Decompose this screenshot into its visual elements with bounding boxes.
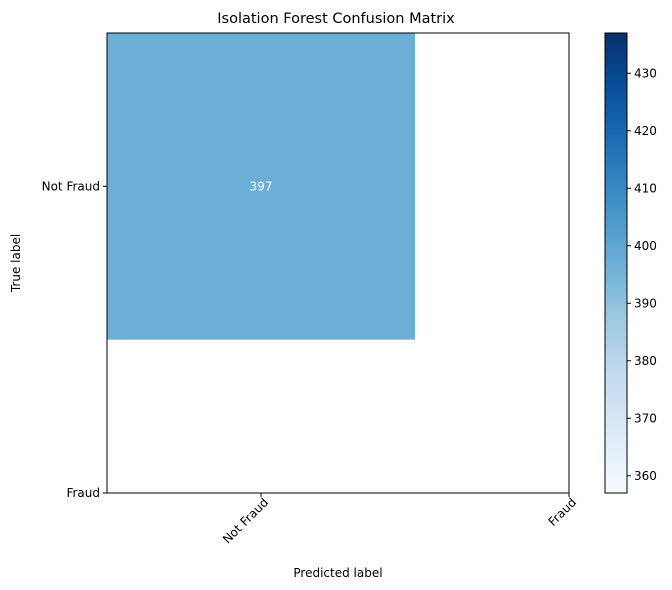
y-axis-label: True label	[9, 234, 23, 293]
x-tick-label: Not Fraud	[220, 495, 271, 546]
matrix-cells: 397	[107, 33, 415, 340]
x-axis: Predicted label Not Fraud Fraud	[220, 493, 579, 580]
cell-value-label: 397	[250, 179, 273, 193]
colorbar-tick-label: 430	[634, 66, 657, 80]
colorbar-tick-label: 400	[634, 239, 657, 253]
chart-title: Isolation Forest Confusion Matrix	[217, 11, 455, 27]
y-axis: True label Not Fraud Fraud	[9, 179, 107, 500]
colorbar: 360 370 380 390 400 410 420 430	[604, 32, 657, 494]
matrix-cell	[107, 33, 415, 340]
x-axis-label: Predicted label	[293, 566, 382, 580]
colorbar-tick-label: 370	[634, 411, 657, 425]
plot-frame	[106, 32, 570, 494]
colorbar-tick-label: 410	[634, 181, 657, 195]
colorbar-tick-label: 380	[634, 354, 657, 368]
x-tick-label: Fraud	[546, 495, 580, 529]
colorbar-tick-label: 360	[634, 469, 657, 483]
y-tick-label: Not Fraud	[42, 179, 100, 193]
colorbar-tick-label: 420	[634, 124, 657, 138]
colorbar-gradient	[604, 32, 628, 494]
colorbar-tick-label: 390	[634, 296, 657, 310]
y-tick-label: Fraud	[66, 486, 100, 500]
